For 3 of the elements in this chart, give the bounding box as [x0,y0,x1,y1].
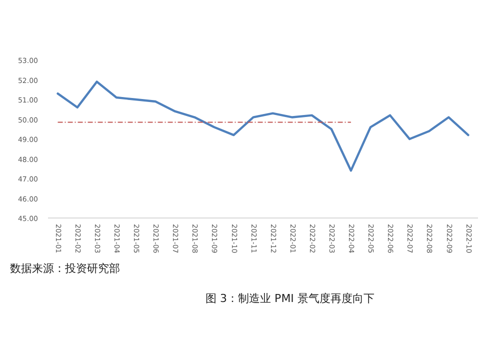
text: 图 3：制造业 PMI 景气度再度向下 [206,292,374,305]
line-series [56,80,470,172]
source-note: 数据来源：投资研究部 [10,262,120,275]
